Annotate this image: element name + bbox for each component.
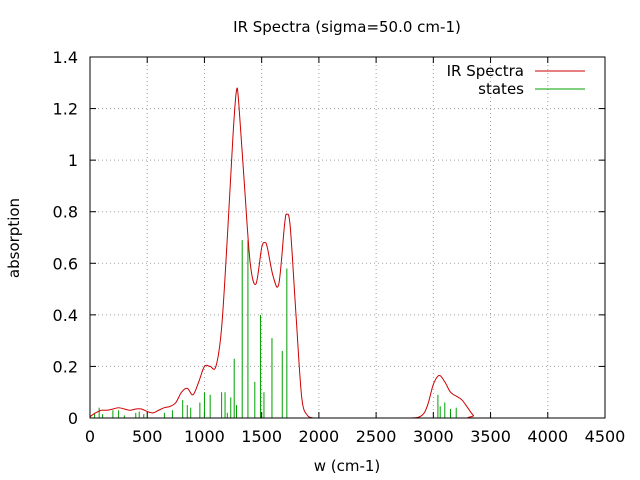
x-tick-label: 4000	[527, 427, 568, 446]
legend: IR Spectra states	[447, 62, 585, 98]
x-tick-label: 3500	[470, 427, 511, 446]
y-tick-label: 1.4	[53, 48, 78, 67]
x-axis-label: w (cm-1)	[314, 457, 381, 475]
x-tick-label: 3000	[413, 427, 454, 446]
states-sticks	[94, 240, 457, 418]
y-axis-label: absorption	[5, 198, 23, 278]
x-tick-label: 1500	[241, 427, 282, 446]
y-tick-label: 0.4	[53, 306, 78, 325]
x-tick-label: 500	[132, 427, 163, 446]
x-tick-label: 2500	[356, 427, 397, 446]
legend-states-label: states	[478, 80, 524, 98]
legend-ir-spectra-label: IR Spectra	[447, 62, 524, 80]
y-tick-label: 0.6	[53, 254, 78, 273]
x-tick-label: 4500	[585, 427, 626, 446]
y-tick-label: 1	[68, 151, 78, 170]
y-tick-label: 1.2	[53, 100, 78, 119]
y-tick-label: 0	[68, 409, 78, 428]
chart-title: IR Spectra (sigma=50.0 cm-1)	[233, 18, 461, 36]
ir-spectra-line	[89, 87, 605, 419]
x-tick-label: 0	[85, 427, 95, 446]
plot-frame	[89, 56, 606, 419]
ticks: 0 500 1000 1500 2000 2500 3000 3500 4000 4500 0 0.2…	[53, 48, 626, 446]
x-tick-label: 2000	[299, 427, 340, 446]
x-tick-label: 1000	[184, 427, 225, 446]
ir-spectra-curve-group	[89, 87, 605, 419]
y-tick-label: 0.2	[53, 357, 78, 376]
grid	[90, 57, 605, 418]
y-tick-label: 0.8	[53, 203, 78, 222]
